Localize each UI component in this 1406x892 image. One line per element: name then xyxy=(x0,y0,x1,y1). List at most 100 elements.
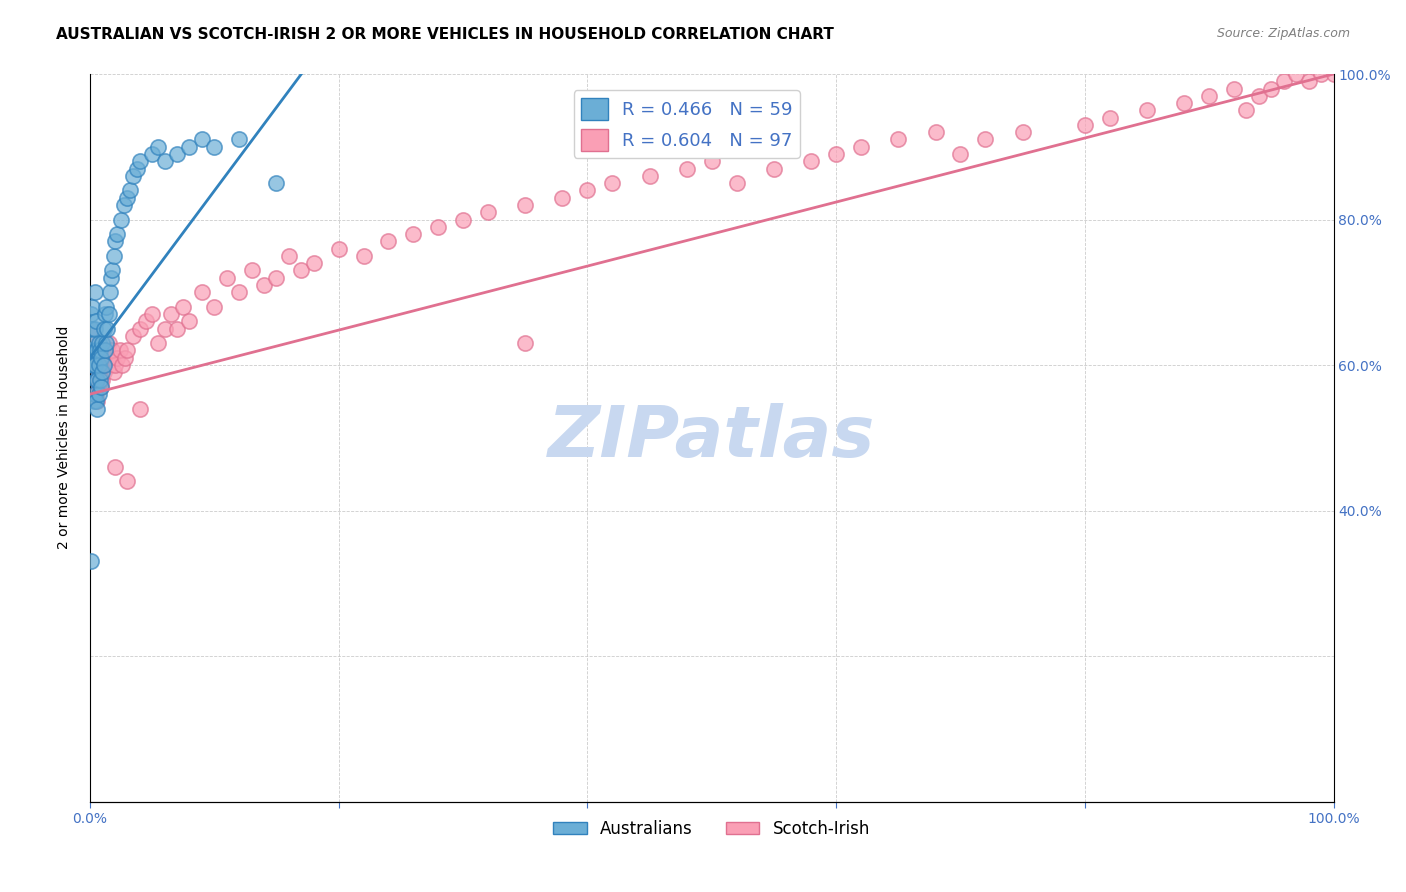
Australians xyxy=(89,373,111,387)
Scotch-Irish xyxy=(90,380,112,394)
Scotch-Irish xyxy=(153,321,176,335)
Australians xyxy=(148,140,170,154)
Australians xyxy=(202,140,225,154)
Australians xyxy=(84,373,107,387)
Text: ZIPatlas: ZIPatlas xyxy=(548,403,876,472)
Australians xyxy=(86,373,108,387)
Australians xyxy=(128,154,150,169)
Scotch-Irish xyxy=(159,307,181,321)
Scotch-Irish xyxy=(1011,125,1033,139)
Australians xyxy=(191,132,214,146)
Scotch-Irish xyxy=(277,249,299,263)
Scotch-Irish xyxy=(825,147,848,161)
Scotch-Irish xyxy=(122,329,145,343)
Australians xyxy=(97,307,120,321)
Scotch-Irish xyxy=(949,147,972,161)
Australians xyxy=(83,387,105,401)
Australians xyxy=(82,358,104,372)
Scotch-Irish xyxy=(427,219,450,234)
Scotch-Irish xyxy=(849,140,872,154)
Scotch-Irish xyxy=(80,321,103,335)
Australians xyxy=(93,358,115,372)
Scotch-Irish xyxy=(600,176,623,190)
Scotch-Irish xyxy=(98,358,121,372)
Scotch-Irish xyxy=(1223,81,1246,95)
Australians xyxy=(91,336,114,351)
Scotch-Irish xyxy=(141,307,163,321)
Scotch-Irish xyxy=(887,132,910,146)
Scotch-Irish xyxy=(104,358,127,372)
Australians xyxy=(141,147,163,161)
Australians xyxy=(91,365,114,379)
Scotch-Irish xyxy=(114,351,136,365)
Australians xyxy=(94,336,117,351)
Scotch-Irish xyxy=(82,336,104,351)
Scotch-Irish xyxy=(135,314,157,328)
Text: AUSTRALIAN VS SCOTCH-IRISH 2 OR MORE VEHICLES IN HOUSEHOLD CORRELATION CHART: AUSTRALIAN VS SCOTCH-IRISH 2 OR MORE VEH… xyxy=(56,27,834,42)
Scotch-Irish xyxy=(89,351,111,365)
Scotch-Irish xyxy=(924,125,946,139)
Scotch-Irish xyxy=(166,321,188,335)
Scotch-Irish xyxy=(576,183,599,197)
Australians xyxy=(98,285,121,300)
Scotch-Irish xyxy=(302,256,325,270)
Scotch-Irish xyxy=(93,365,115,379)
Australians xyxy=(266,176,288,190)
Australians xyxy=(93,321,115,335)
Australians xyxy=(83,285,105,300)
Australians xyxy=(96,321,118,335)
Australians xyxy=(127,161,149,176)
Scotch-Irish xyxy=(101,343,124,358)
Australians xyxy=(83,321,105,335)
Scotch-Irish xyxy=(94,358,117,372)
Australians xyxy=(101,263,124,277)
Scotch-Irish xyxy=(1298,74,1320,88)
Australians xyxy=(83,358,105,372)
Australians xyxy=(80,343,103,358)
Scotch-Irish xyxy=(83,373,105,387)
Australians xyxy=(153,154,176,169)
Scotch-Irish xyxy=(179,314,201,328)
Scotch-Irish xyxy=(402,227,425,241)
Scotch-Irish xyxy=(97,336,120,351)
Australians xyxy=(179,140,201,154)
Scotch-Irish xyxy=(266,270,288,285)
Scotch-Irish xyxy=(551,191,574,205)
Scotch-Irish xyxy=(80,343,103,358)
Scotch-Irish xyxy=(86,373,108,387)
Australians xyxy=(84,394,107,409)
Australians xyxy=(228,132,250,146)
Scotch-Irish xyxy=(800,154,823,169)
Australians xyxy=(90,351,112,365)
Australians xyxy=(110,212,132,227)
Scotch-Irish xyxy=(202,300,225,314)
Scotch-Irish xyxy=(290,263,312,277)
Scotch-Irish xyxy=(676,161,699,176)
Scotch-Irish xyxy=(128,401,150,416)
Australians xyxy=(82,321,104,335)
Scotch-Irish xyxy=(87,358,110,372)
Scotch-Irish xyxy=(191,285,214,300)
Australians xyxy=(82,300,104,314)
Scotch-Irish xyxy=(515,198,537,212)
Scotch-Irish xyxy=(1310,67,1333,81)
Scotch-Irish xyxy=(111,358,134,372)
Scotch-Irish xyxy=(1074,118,1097,132)
Scotch-Irish xyxy=(1322,67,1344,81)
Scotch-Irish xyxy=(328,242,350,256)
Australians xyxy=(105,227,128,241)
Scotch-Irish xyxy=(515,336,537,351)
Scotch-Irish xyxy=(103,365,125,379)
Scotch-Irish xyxy=(638,169,661,183)
Scotch-Irish xyxy=(128,321,150,335)
Australians xyxy=(83,394,105,409)
Scotch-Irish xyxy=(228,285,250,300)
Australians xyxy=(87,387,110,401)
Australians xyxy=(94,343,117,358)
Australians xyxy=(84,314,107,328)
Scotch-Irish xyxy=(1285,67,1308,81)
Scotch-Irish xyxy=(377,235,399,249)
Australians xyxy=(80,554,103,568)
Scotch-Irish xyxy=(87,380,110,394)
Australians xyxy=(115,191,138,205)
